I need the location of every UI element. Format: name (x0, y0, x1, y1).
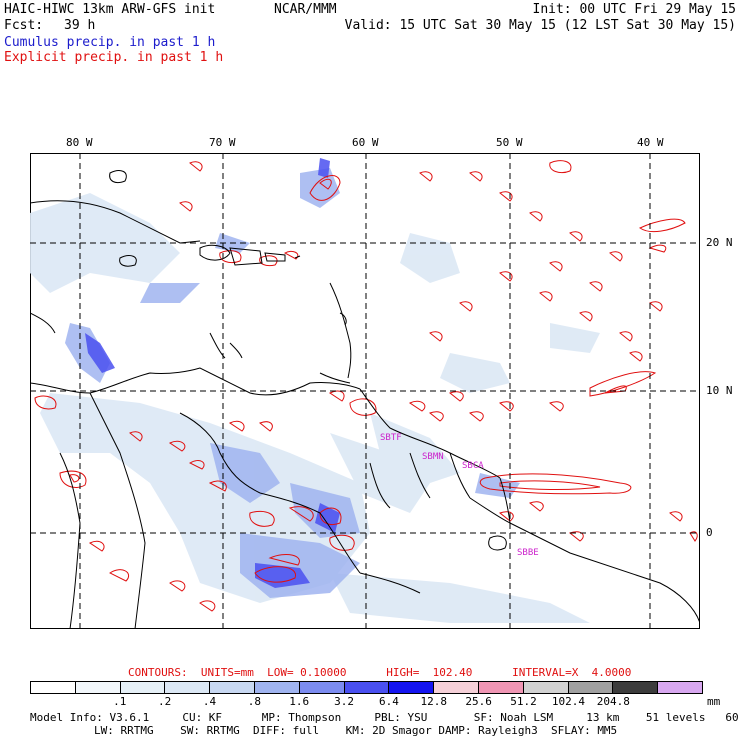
lon-label-80w: 80 W (66, 136, 93, 149)
lat-label-20n: 20 N (706, 236, 733, 249)
init-time: Init: 00 UTC Fri 29 May 15 (532, 2, 737, 17)
station-label-sbtf: SBTF (380, 433, 402, 443)
colorbar-segment (568, 682, 614, 693)
fcst-value: 39 h (64, 18, 96, 33)
colorbar-segment (299, 682, 345, 693)
colorbar-segment (165, 682, 211, 693)
colorbar-tick-label: .1 (113, 695, 127, 708)
lat-lon-grid (30, 153, 700, 629)
lon-label-60w: 60 W (352, 136, 379, 149)
valid-time: Valid: 15 UTC Sat 30 May 15 (12 LST Sat … (344, 18, 736, 33)
colorbar-segment (658, 682, 702, 693)
colorbar-segment (120, 682, 166, 693)
colorbar-tick-label: .2 (157, 695, 172, 708)
contours-info: CONTOURS: UNITS=mm LOW= 0.10000 HIGH= 10… (128, 666, 632, 679)
precip-colorbar (30, 681, 703, 694)
colorbar-segment (344, 682, 390, 693)
colorbar-segment (75, 682, 121, 693)
colorbar-tick-label: 102.4 (551, 695, 585, 708)
colorbar-segment (523, 682, 569, 693)
colorbar-tick-label: 1.6 (289, 695, 310, 708)
colorbar-segment (478, 682, 524, 693)
colorbar-tick-label: 6.4 (378, 695, 399, 708)
lon-label-40w: 40 W (637, 136, 664, 149)
explicit-legend: Explicit precip. in past 1 h (4, 50, 224, 65)
station-labels: SBTF SBMN SBCA SBBE (380, 433, 539, 558)
cumulus-legend: Cumulus precip. in past 1 h (4, 35, 216, 50)
colorbar-tick-label: .8 (247, 695, 261, 708)
colorbar-tick-label: 12.8 (420, 695, 448, 708)
fcst-label: Fcst: (4, 18, 44, 33)
colorbar-segment (389, 682, 435, 693)
colorbar-segment (613, 682, 659, 693)
colorbar-tick-label: 51.2 (510, 695, 537, 708)
station-label-sbca: SBCA (462, 461, 484, 471)
colorbar-segment (254, 682, 300, 693)
explicit-precip-contours (34, 160, 698, 612)
precip-map: SBTF SBMN SBCA SBBE (30, 153, 700, 629)
coastlines (30, 170, 700, 629)
colorbar-tick-label: 25.6 (465, 695, 492, 708)
lon-label-70w: 70 W (209, 136, 236, 149)
colorbar-tick-label: 204.8 (596, 695, 630, 708)
org-label: NCAR/MMM (274, 2, 337, 17)
model-info-line1: Model Info: V3.6.1 CU: KF MP: Thompson P… (30, 711, 740, 724)
colorbar-unit: mm (707, 695, 721, 708)
colorbar-tick-label: 3.2 (334, 695, 354, 708)
colorbar-segment (434, 682, 479, 693)
lat-label-0: 0 (706, 526, 713, 539)
model-title: HAIC-HIWC 13km ARW-GFS init (4, 2, 216, 17)
lon-label-50w: 50 W (496, 136, 523, 149)
station-label-sbmn: SBMN (422, 452, 444, 462)
colorbar-segment (210, 682, 255, 693)
colorbar-segment (31, 682, 76, 693)
model-info-line2: LW: RRTMG SW: RRTMG DIFF: full KM: 2D Sm… (94, 724, 618, 737)
lat-label-10n: 10 N (706, 384, 733, 397)
colorbar-tick-label: .4 (202, 695, 217, 708)
station-label-sbbe: SBBE (517, 548, 539, 558)
